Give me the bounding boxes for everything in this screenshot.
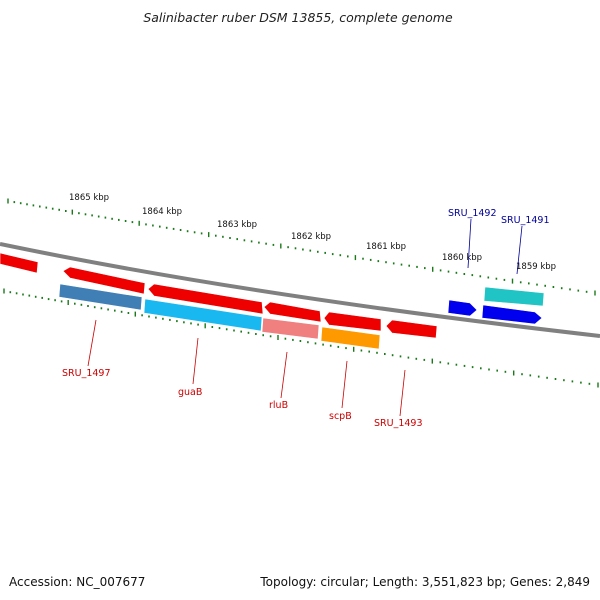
kbp-label-1859: 1859 kbp [516,262,556,272]
gene-arrow-red[interactable] [263,301,322,323]
gene-label-sru1497[interactable]: SRU_1497 [62,368,111,379]
gene-bar-teal[interactable] [483,286,545,307]
gene-label-scpb[interactable]: scpB [329,411,352,422]
kbp-ruler-outer [7,198,596,296]
gene-arrow-blue[interactable] [481,304,543,325]
label-leader [280,351,288,399]
gene-label-sru1491[interactable]: SRU_1491 [501,215,550,226]
gene-bar-orange[interactable] [320,326,381,350]
gene-bar-salmon[interactable] [261,317,320,340]
genome-summary: Topology: circular; Length: 3,551,823 bp… [259,575,590,589]
gene-label-guab[interactable]: guaB [178,387,202,398]
label-leader [399,369,406,417]
kbp-label-1861: 1861 kbp [366,242,406,252]
label-leader [467,218,472,269]
label-leader [341,360,348,409]
kbp-label-1863: 1863 kbp [217,220,257,230]
kbp-label-1862: 1862 kbp [291,232,331,242]
gene-arrow-red[interactable] [0,252,39,274]
gene-labels: SRU_1497 guaB rluB scpB SRU_1493 SRU_149… [62,208,550,429]
kbp-labels: 1865 kbp 1864 kbp 1863 kbp 1862 kbp 1861… [69,193,556,272]
gene-label-sru1493[interactable]: SRU_1493 [374,418,423,429]
kbp-label-1865: 1865 kbp [69,193,109,203]
kbp-label-1860: 1860 kbp [442,253,482,263]
forward-strand-genes [0,252,438,339]
gene-arrow-red[interactable] [385,319,438,339]
label-leader [516,225,523,275]
kbp-label-1864: 1864 kbp [142,207,182,217]
gene-arrow-red[interactable] [62,266,146,295]
gene-arrow-red[interactable] [147,283,264,315]
label-leader [87,319,97,367]
reverse-strand-genes [58,283,545,350]
gene-bar-cyan[interactable] [143,298,263,332]
kbp-ruler-inner [3,288,599,388]
map-title: Salinibacter ruber DSM 13855, complete g… [143,10,453,25]
gene-label-rlub[interactable]: rluB [269,400,288,411]
accession-text: Accession: NC_007677 [9,575,145,589]
gene-arrow-red[interactable] [323,311,382,332]
gene-arrow-blue[interactable] [447,299,478,317]
genome-backbone [0,242,600,338]
gene-bar-steelblue[interactable] [58,283,143,311]
label-leader [192,337,199,385]
gene-label-sru1492[interactable]: SRU_1492 [448,208,497,219]
